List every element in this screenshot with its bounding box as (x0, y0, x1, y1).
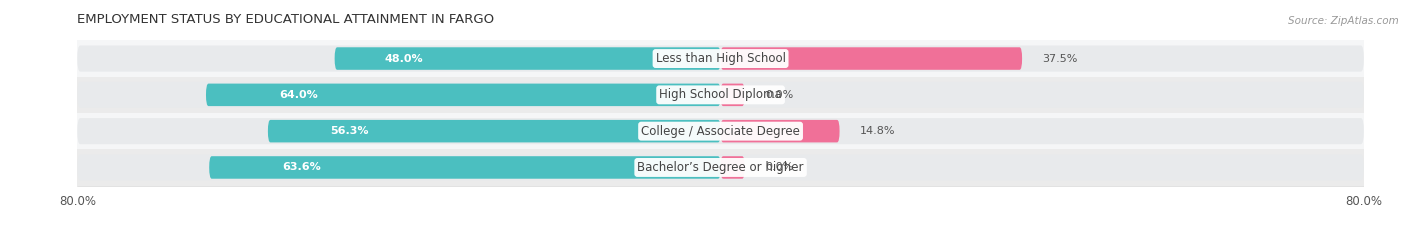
FancyBboxPatch shape (335, 47, 721, 70)
Text: 0.0%: 0.0% (765, 90, 793, 100)
Bar (77, 113, 1364, 149)
FancyBboxPatch shape (77, 118, 1364, 144)
FancyBboxPatch shape (77, 45, 1364, 72)
Text: 63.6%: 63.6% (281, 162, 321, 172)
Text: 48.0%: 48.0% (385, 54, 423, 64)
Text: Bachelor’s Degree or higher: Bachelor’s Degree or higher (637, 161, 804, 174)
FancyBboxPatch shape (209, 156, 721, 179)
Text: Source: ZipAtlas.com: Source: ZipAtlas.com (1288, 16, 1399, 26)
Text: 64.0%: 64.0% (280, 90, 318, 100)
Text: 56.3%: 56.3% (330, 126, 368, 136)
FancyBboxPatch shape (269, 120, 721, 142)
Bar (77, 77, 1364, 113)
Text: EMPLOYMENT STATUS BY EDUCATIONAL ATTAINMENT IN FARGO: EMPLOYMENT STATUS BY EDUCATIONAL ATTAINM… (77, 14, 495, 27)
Text: College / Associate Degree: College / Associate Degree (641, 125, 800, 138)
FancyBboxPatch shape (77, 82, 1364, 108)
Text: High School Diploma: High School Diploma (659, 88, 782, 101)
FancyBboxPatch shape (721, 47, 1022, 70)
Bar (77, 149, 1364, 186)
FancyBboxPatch shape (77, 154, 1364, 181)
Text: 14.8%: 14.8% (859, 126, 896, 136)
FancyBboxPatch shape (721, 120, 839, 142)
FancyBboxPatch shape (721, 156, 745, 179)
FancyBboxPatch shape (207, 84, 721, 106)
FancyBboxPatch shape (721, 84, 745, 106)
Bar (77, 40, 1364, 77)
Text: 0.0%: 0.0% (765, 162, 793, 172)
Text: 37.5%: 37.5% (1042, 54, 1077, 64)
Text: Less than High School: Less than High School (655, 52, 786, 65)
